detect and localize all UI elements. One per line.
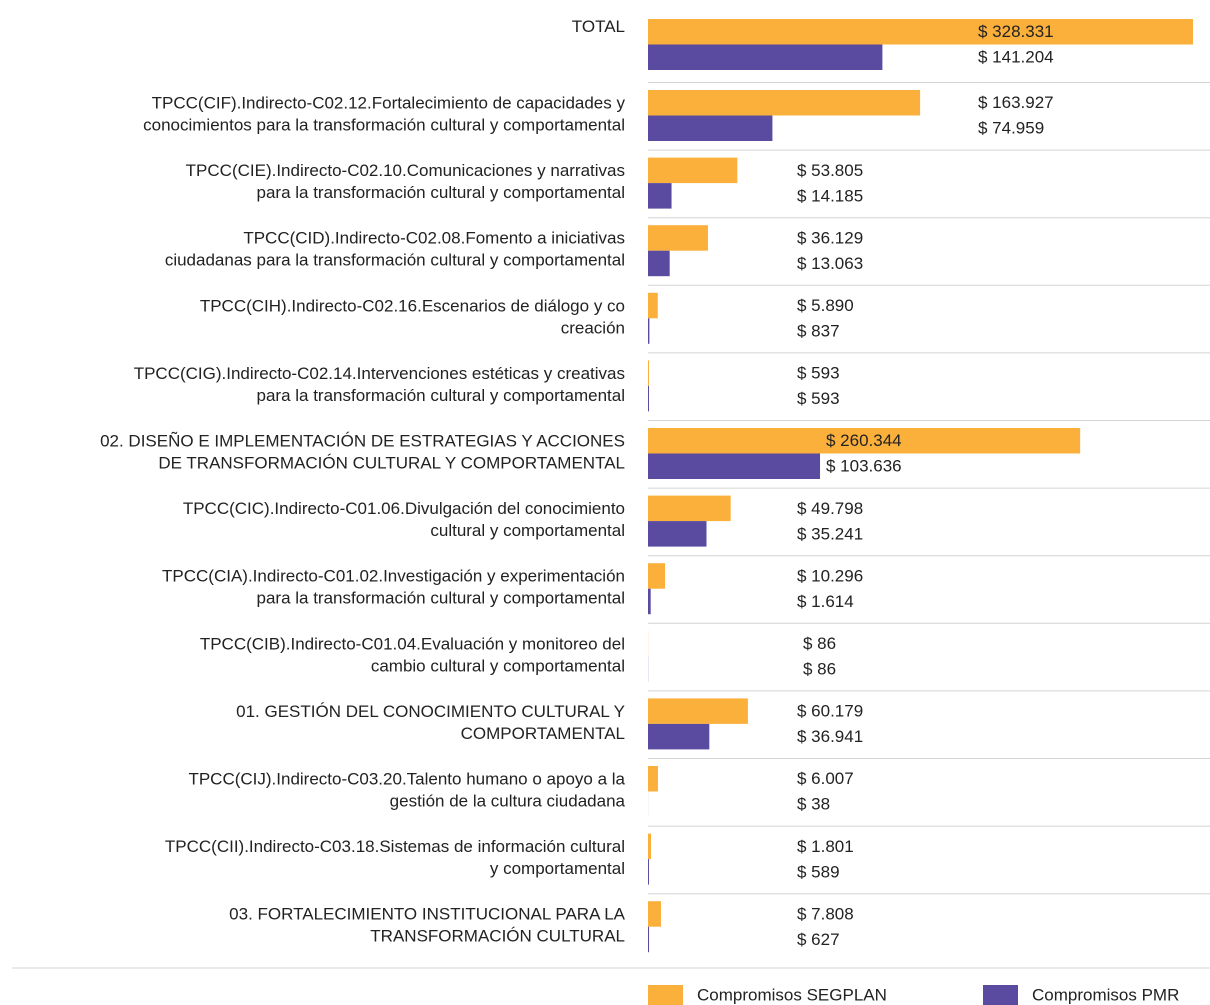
value-label: $ 36.941	[797, 727, 863, 746]
value-label: $ 593	[797, 364, 840, 383]
category-label: TPCC(CIJ).Indirecto-C03.20.Talento human…	[188, 770, 625, 811]
bar	[648, 521, 707, 547]
bar	[648, 115, 773, 141]
bar	[648, 926, 650, 953]
value-label: $ 60.179	[797, 702, 863, 721]
value-label: $ 14.185	[797, 186, 863, 205]
value-label: $ 35.241	[797, 524, 863, 543]
value-label: $ 53.805	[797, 161, 863, 180]
value-label: $ 837	[797, 322, 840, 341]
category-label: TPCC(CIC).Indirecto-C01.06.Divulgación d…	[183, 500, 625, 541]
bar	[648, 453, 821, 479]
category-label: TOTAL	[572, 17, 625, 36]
value-label: $ 141.204	[978, 48, 1054, 67]
value-label: $ 163.927	[978, 93, 1054, 112]
category-label: TPCC(CIG).Indirecto-C02.14.Intervencione…	[134, 364, 625, 405]
category-label: TPCC(CID).Indirecto-C02.08.Fomento a ini…	[165, 229, 625, 270]
bar	[648, 723, 710, 750]
category-label: TPCC(CIA).Indirecto-C01.02.Investigación…	[162, 567, 625, 608]
value-label: $ 86	[803, 660, 836, 679]
legend-label: Compromisos PMR	[1032, 985, 1179, 1004]
legend-swatch	[648, 985, 683, 1005]
value-label: $ 10.296	[797, 566, 863, 585]
category-label: 02. DISEÑO E IMPLEMENTACIÓN DE ESTRATEGI…	[100, 432, 625, 473]
bar	[648, 250, 670, 277]
bar	[648, 44, 883, 70]
category-label: TPCC(CIE).Indirecto-C02.10.Comunicacione…	[186, 162, 625, 203]
bar	[648, 833, 651, 860]
category-label: 03. FORTALECIMIENTO INSTITUCIONAL PARA L…	[229, 905, 625, 946]
value-label: $ 1.614	[797, 592, 854, 611]
value-label: $ 260.344	[826, 431, 902, 450]
bar	[648, 318, 650, 344]
category-label: TPCC(CIH).Indirecto-C02.16.Escenarios de…	[200, 297, 625, 338]
bar	[648, 563, 666, 589]
bar	[648, 495, 731, 522]
category-label: TPCC(CIB).Indirecto-C01.04.Evaluación y …	[200, 635, 625, 676]
value-label: $ 1.801	[797, 837, 854, 856]
legend-swatch	[983, 985, 1018, 1005]
bar	[648, 766, 658, 792]
value-label: $ 103.636	[826, 457, 902, 476]
value-label: $ 5.890	[797, 296, 854, 315]
bar	[648, 225, 708, 251]
value-label: $ 6.007	[797, 769, 854, 788]
value-label: $ 589	[797, 862, 840, 881]
value-label: $ 86	[803, 634, 836, 653]
bar	[648, 90, 921, 116]
bar	[648, 19, 1193, 45]
value-label: $ 328.331	[978, 22, 1054, 41]
bar	[648, 698, 748, 724]
value-label: $ 7.808	[797, 904, 854, 923]
bar	[648, 588, 651, 615]
legend-label: Compromisos SEGPLAN	[697, 985, 887, 1004]
bar	[648, 901, 661, 927]
bar	[648, 157, 738, 184]
bar	[648, 428, 1081, 454]
value-label: $ 49.798	[797, 499, 863, 518]
category-label: TPCC(CII).Indirecto-C03.18.Sistemas de i…	[165, 838, 625, 879]
bar	[648, 859, 649, 885]
value-label: $ 627	[797, 930, 840, 949]
bar	[648, 385, 649, 412]
value-label: $ 13.063	[797, 254, 863, 273]
category-label: TPCC(CIF).Indirecto-C02.12.Fortalecimien…	[143, 94, 625, 135]
bar	[648, 360, 649, 386]
bar	[648, 292, 658, 319]
value-label: $ 74.959	[978, 119, 1044, 138]
value-label: $ 36.129	[797, 228, 863, 247]
value-label: $ 593	[797, 389, 840, 408]
value-label: $ 38	[797, 795, 830, 814]
bar	[648, 183, 672, 209]
